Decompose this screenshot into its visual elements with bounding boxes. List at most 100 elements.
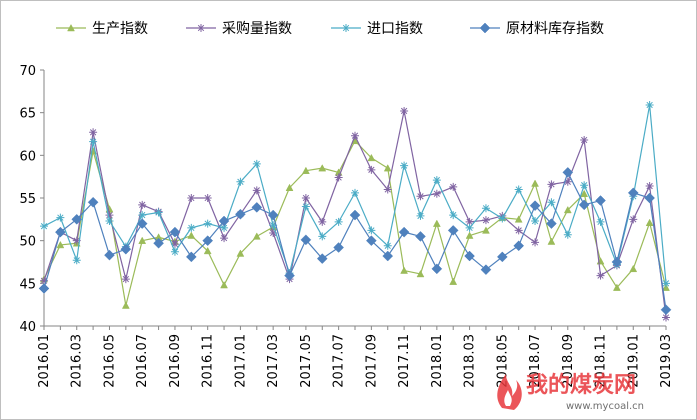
data-point [138,211,147,220]
data-point [105,217,114,226]
data-point [662,313,670,322]
x-tick-label: 2017.11 [397,334,412,388]
x-tick-label: 2016.09 [168,334,183,388]
data-point [269,221,278,230]
data-point [662,279,670,288]
data-point [400,106,409,115]
legend-label: 原材料库存指数 [506,21,604,37]
x-tick-label: 2018.11 [594,334,609,388]
x-tick-label: 2016.05 [102,334,117,388]
data-point [301,202,310,211]
x-tick-label: 2017.03 [266,334,281,388]
data-point [351,188,359,197]
data-point [120,243,132,255]
data-point [595,195,606,206]
data-point [514,226,523,235]
data-point [138,200,147,209]
x-tick-label: 2018.05 [495,334,510,388]
x-tick-label: 2016.03 [70,334,85,388]
data-point [465,231,474,239]
data-point [269,228,278,237]
y-tick-label: 65 [19,107,36,122]
data-point [136,218,148,229]
legend-marker [67,23,75,32]
data-point [121,301,130,309]
x-tick-label: 2017.09 [364,334,379,388]
data-point [660,304,672,316]
data-point [498,214,507,223]
data-point [89,137,98,146]
data-point [432,219,441,227]
data-point [529,200,541,212]
data-point [480,264,492,276]
data-point [366,235,377,247]
data-point [252,232,261,240]
data-point [580,189,589,197]
data-point [580,181,589,190]
data-point [316,253,328,264]
data-point [185,251,197,263]
x-tick-label: 2018.07 [528,334,543,388]
data-point [285,183,294,192]
data-point [629,215,638,224]
legend-marker [197,24,205,32]
data-point [251,202,263,213]
data-point [662,283,670,291]
y-tick-label: 60 [19,149,36,164]
data-point [318,232,327,241]
watermark: 我的煤炭网 www.mycoal.cn [497,372,644,412]
data-point [187,223,196,232]
x-axis: 2016.01 2016.03 2016.05 2016.07 2016.09 2016.… [37,325,674,388]
data-point [416,269,425,278]
data-point [89,128,98,137]
data-point [531,217,540,226]
data-point [56,213,65,222]
data-point [220,223,229,232]
data-point [367,153,376,162]
data-point [203,246,212,255]
data-point [465,217,474,226]
legend-label: 进口指数 [367,21,423,37]
data-point [431,263,443,275]
data-point [449,277,458,285]
data-point [514,215,523,223]
y-axis: 40 45 50 55 60 65 70 [19,64,45,335]
data-point [87,196,99,208]
x-tick-label: 2018.01 [430,334,445,388]
data-point [56,240,65,249]
data-point [72,236,81,245]
data-point [563,230,572,239]
data-point [432,189,441,198]
data-point [383,241,392,250]
data-point [627,187,639,199]
x-tick-label: 2016.07 [135,334,150,388]
data-point [547,180,556,189]
watermark-url: www.mycoal.cn [566,401,644,412]
data-point [203,194,212,202]
data-point [447,225,459,236]
watermark-logo [497,374,522,410]
x-tick-label: 2019.03 [659,334,674,388]
data-point [104,249,115,261]
data-point [252,186,261,195]
legend-marker [342,24,350,32]
data-point [644,192,655,204]
series-1 [40,136,670,309]
data-point [72,256,81,265]
x-tick-label: 2017.07 [332,334,347,388]
data-point [531,179,539,187]
legend-item: 采购量指数 [186,21,292,37]
data-point [547,198,556,207]
data-point [170,240,179,249]
legend-item: 原材料库存指数 [470,21,604,37]
data-point [334,173,343,182]
y-tick-label: 40 [19,320,36,335]
y-tick-label: 55 [19,192,36,207]
legend-item: 进口指数 [331,21,423,37]
data-point [367,165,376,174]
data-point [55,226,66,238]
data-point [169,226,181,238]
data-point [513,240,525,252]
data-point [267,209,279,221]
